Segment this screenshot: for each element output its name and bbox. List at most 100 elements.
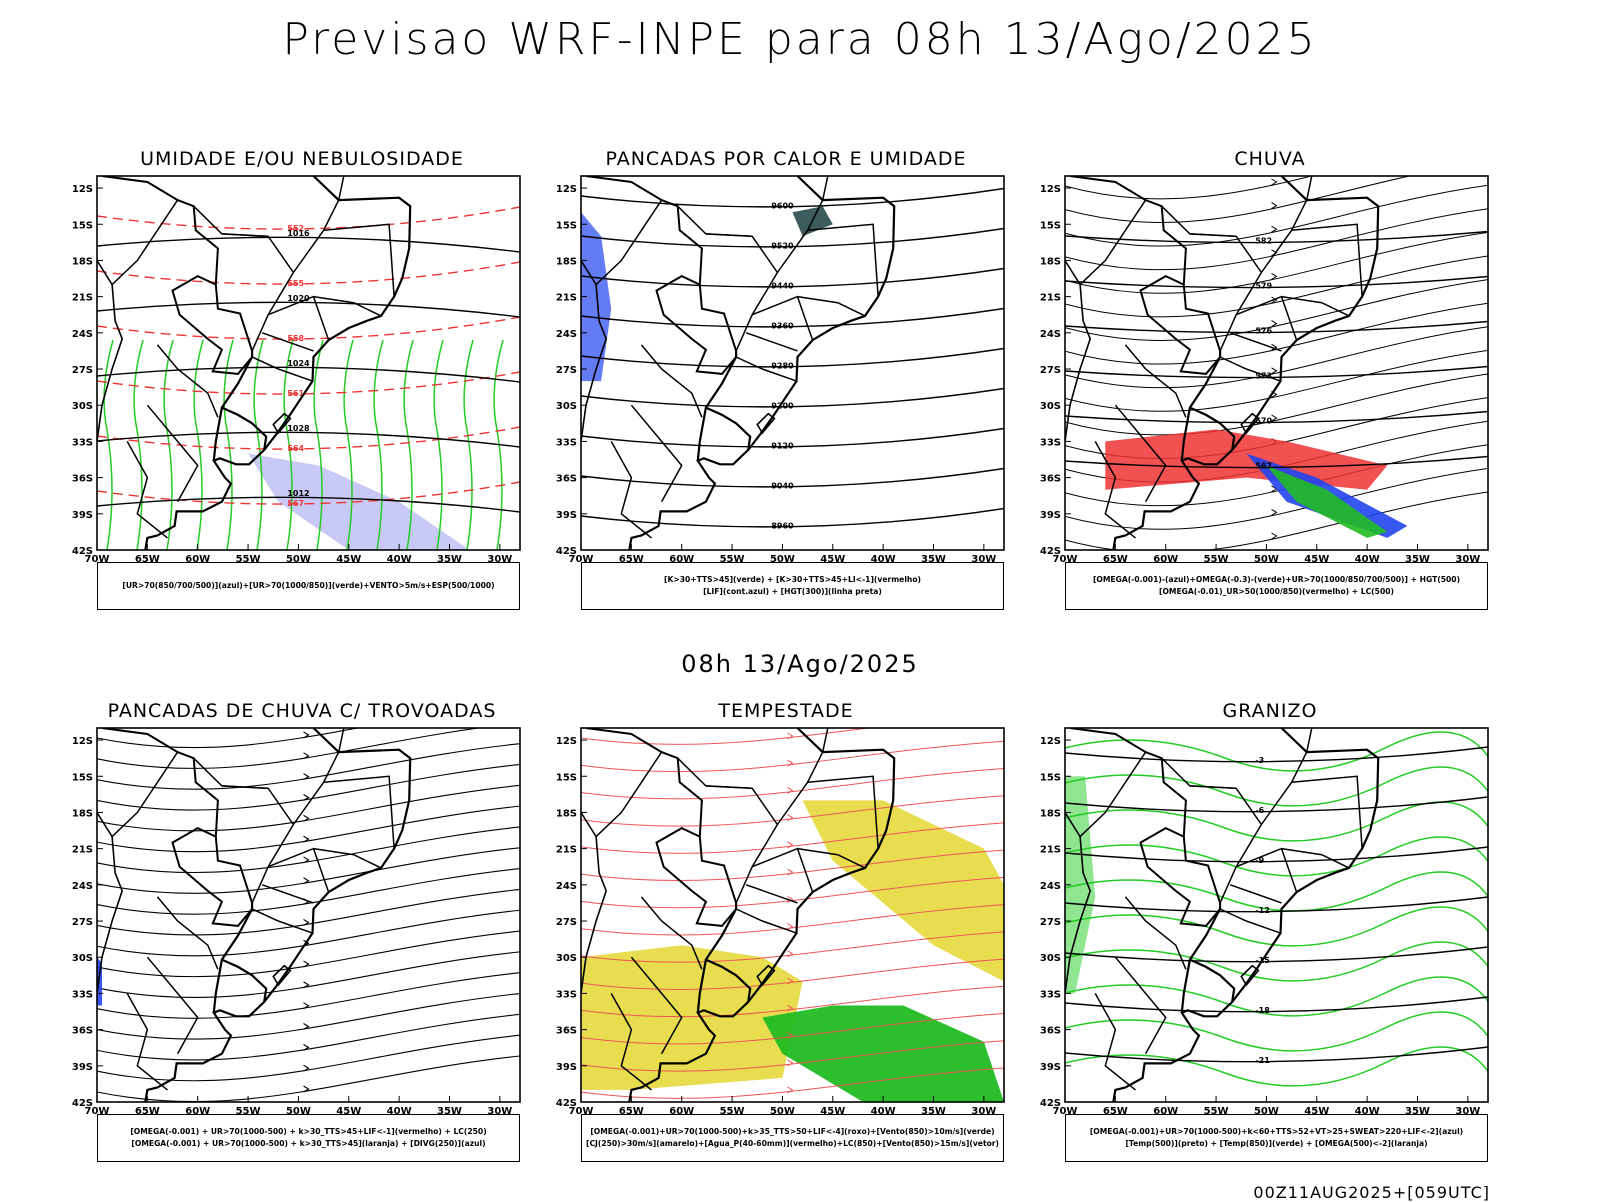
streamline — [1065, 184, 1488, 247]
x-tick-label: 30W — [971, 1106, 996, 1115]
contour-label: 579 — [1255, 282, 1272, 291]
streamline-arrow — [1271, 367, 1278, 375]
x-tick-label: 35W — [921, 554, 946, 563]
streamline — [97, 992, 520, 1040]
contour-label: -12 — [1255, 906, 1269, 915]
contour-line — [1065, 1046, 1488, 1063]
contour-label: 9120 — [771, 442, 794, 451]
contour-label: 564 — [287, 444, 304, 453]
state-border — [251, 356, 313, 382]
contour-label: 561 — [287, 389, 304, 398]
contour-line — [1065, 410, 1488, 424]
contour-line — [581, 467, 1004, 488]
legend-line: [CJ(250)>30m/s](amarelo)+[Agua_P(40-60mm… — [585, 1139, 1000, 1148]
streamline-arrow — [303, 1064, 310, 1072]
contour-label: 573 — [1255, 372, 1272, 381]
contour-line — [1065, 455, 1488, 469]
x-tick-label: 35W — [437, 1106, 462, 1115]
y-tick-label: 39S — [72, 510, 93, 521]
state-border — [323, 775, 395, 849]
map-rain: 582 579 576 573 570 567 12S 15S 18S 21S 24S 27S 30S 3… — [1040, 175, 1489, 563]
x-tick-label: 35W — [437, 554, 462, 563]
map-layer: 582 579 576 573 570 567 — [1065, 176, 1488, 550]
contour-label: -18 — [1255, 1006, 1270, 1015]
legend-line: [Temp(500)](preto) + [Temp(850)](verde) … — [1125, 1139, 1428, 1148]
humidity-green-contour — [343, 339, 354, 550]
y-tick-label: 18S — [1040, 808, 1061, 819]
y-tick-label: 18S — [556, 256, 577, 267]
x-tick-label: 50W — [1254, 1106, 1279, 1115]
state-border — [807, 223, 879, 297]
contour-line — [1065, 746, 1488, 763]
legend-line: [OMEGA(-0.001) + UR>70(1000-500) + k>30_… — [131, 1139, 486, 1148]
streamline — [97, 951, 520, 999]
y-tick-label: 42S — [1040, 1098, 1061, 1109]
border-bolivia — [1069, 728, 1187, 837]
streamline — [1065, 349, 1488, 412]
x-tick-label: 65W — [619, 1106, 644, 1115]
streamline-arrow — [303, 814, 310, 822]
map-hail: -3-6-9-12-15-18-2112S15S18S21S24S27S30S3… — [1040, 727, 1489, 1115]
border-chile — [1065, 260, 1092, 442]
state-border — [735, 356, 797, 382]
streamline-arrow — [787, 759, 794, 767]
state-border — [1079, 199, 1147, 286]
state-border — [146, 956, 199, 1055]
y-tick-label: 18S — [72, 256, 93, 267]
streamline-arrow — [303, 981, 310, 989]
jet-yellow-area — [802, 800, 1004, 982]
panel-thunderstorm-showers: PANCADAS DE CHUVA C/ TROVOADAS 12S 15S 18S… — [52, 700, 552, 1180]
contour-line — [581, 307, 1004, 328]
contour-label: 552 — [287, 224, 304, 233]
y-tick-label: 27S — [72, 365, 93, 376]
y-tick-label: 21S — [1040, 293, 1061, 304]
y-tick-label: 21S — [72, 293, 93, 304]
state-border — [126, 993, 168, 1091]
streamline-arrow — [1271, 202, 1278, 210]
streamline-arrow — [303, 773, 310, 781]
map-frame — [1064, 727, 1489, 1103]
streamline — [1065, 176, 1314, 200]
contour-line — [97, 261, 520, 285]
y-tick-label: 30S — [72, 401, 93, 412]
y-tick-label: 18S — [556, 808, 577, 819]
contour-label: 567 — [1255, 462, 1272, 471]
border-uruguay — [1189, 406, 1236, 451]
contour-label: 9280 — [771, 362, 794, 371]
contour-line — [581, 347, 1004, 368]
contour-line — [1065, 846, 1488, 863]
y-tick-label: 24S — [1040, 329, 1061, 340]
run-footer: 00Z11AUG2025+[059UTC] — [1253, 1183, 1490, 1202]
temp850-contour — [1065, 871, 1488, 912]
state-border — [1124, 344, 1187, 418]
contour-label: 9360 — [771, 322, 794, 331]
y-tick-label: 12S — [72, 736, 93, 747]
panel-legend: [K>30+TTS>45](verde) + [K>30+TTS>45+LI<-… — [581, 562, 1004, 610]
streamline-arrow — [1271, 225, 1278, 233]
temp850-contour — [1065, 906, 1488, 947]
jet-yellow-area — [581, 945, 803, 1090]
streamline-arrow — [1271, 178, 1278, 186]
streamline-arrow — [787, 787, 794, 794]
y-tick-label: 30S — [1040, 953, 1061, 964]
lif-blue-area — [581, 212, 612, 382]
map-frame — [1064, 175, 1489, 551]
panel-title: PANCADAS POR CALOR E UMIDADE — [605, 148, 967, 170]
contour-label: -9 — [1255, 856, 1264, 865]
state-border — [251, 908, 313, 934]
streamline — [1065, 467, 1488, 530]
coastline — [1112, 728, 1380, 1102]
border-argentina — [1180, 350, 1222, 461]
state-border — [640, 344, 703, 418]
x-tick-label: 70W — [569, 1106, 594, 1115]
streamline-arrow — [303, 918, 310, 926]
map-layer: -3-6-9-12-15-18-21 — [1065, 728, 1488, 1102]
streamline — [97, 743, 520, 790]
streamline — [97, 868, 520, 915]
streamline-arrow — [303, 1085, 310, 1093]
x-tick-label: 40W — [387, 554, 412, 563]
y-tick-label: 42S — [1040, 546, 1061, 557]
streamline — [97, 1034, 520, 1082]
streamline-arrow — [787, 923, 794, 931]
x-tick-label: 45W — [336, 554, 361, 563]
